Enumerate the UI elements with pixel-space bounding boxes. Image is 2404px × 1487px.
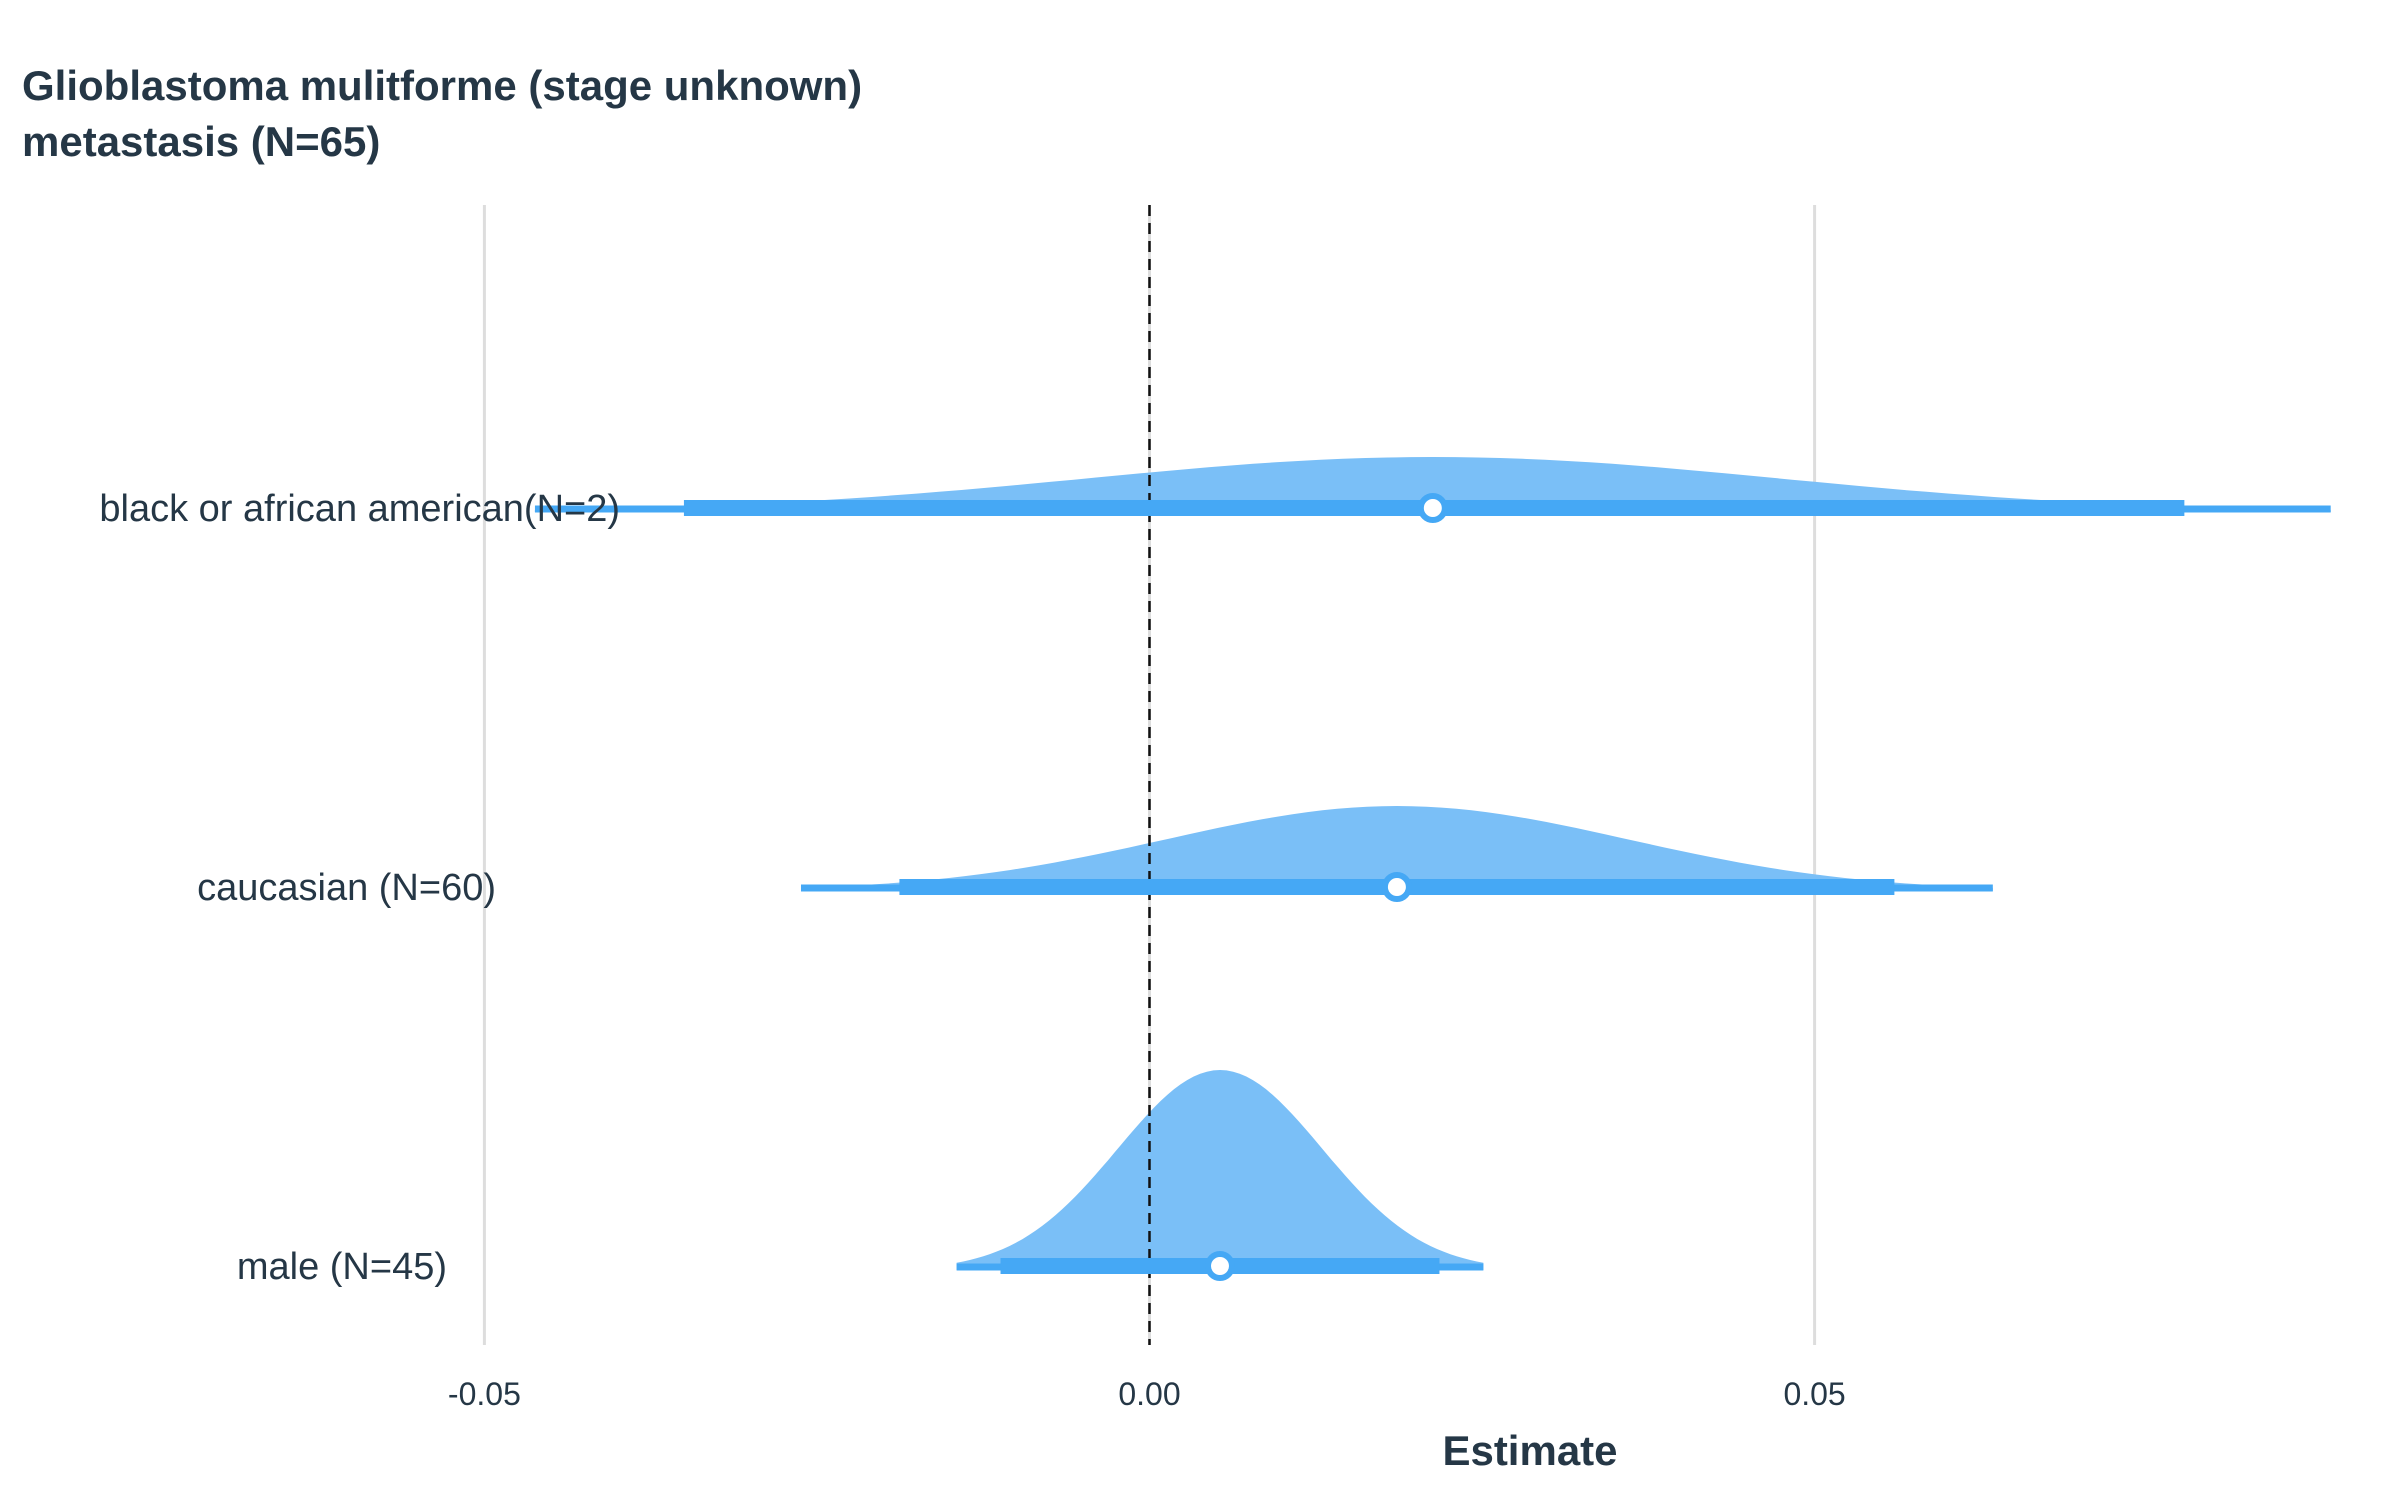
x-tick-labels: -0.05 0.00 0.05 [448,1376,1846,1412]
density-layer [534,457,2331,1270]
chart-title-line-2: metastasis (N=65) [22,118,381,165]
interval-layer [534,500,2331,1274]
point-estimate [1417,493,1448,523]
x-axis-label: Estimate [1442,1427,1617,1474]
density-curve [956,1070,1484,1270]
x-tick-label: -0.05 [448,1376,521,1412]
point-estimate [1204,1251,1235,1281]
density-curve [534,457,2331,512]
x-tick-label: 0.05 [1783,1376,1845,1412]
row-label: caucasian (N=60) [197,867,496,909]
density-curve [801,806,1993,891]
point-layer [1204,493,1448,1281]
row-label: black or african american(N=2) [99,488,620,530]
x-tick-label: 0.00 [1118,1376,1180,1412]
point-estimate [1381,872,1412,902]
row-labels: black or african american(N=2) caucasian … [99,488,620,1288]
chart-title-line-1: Glioblastoma mulitforme (stage unknown) [22,62,863,109]
row-label: male (N=45) [237,1246,447,1288]
